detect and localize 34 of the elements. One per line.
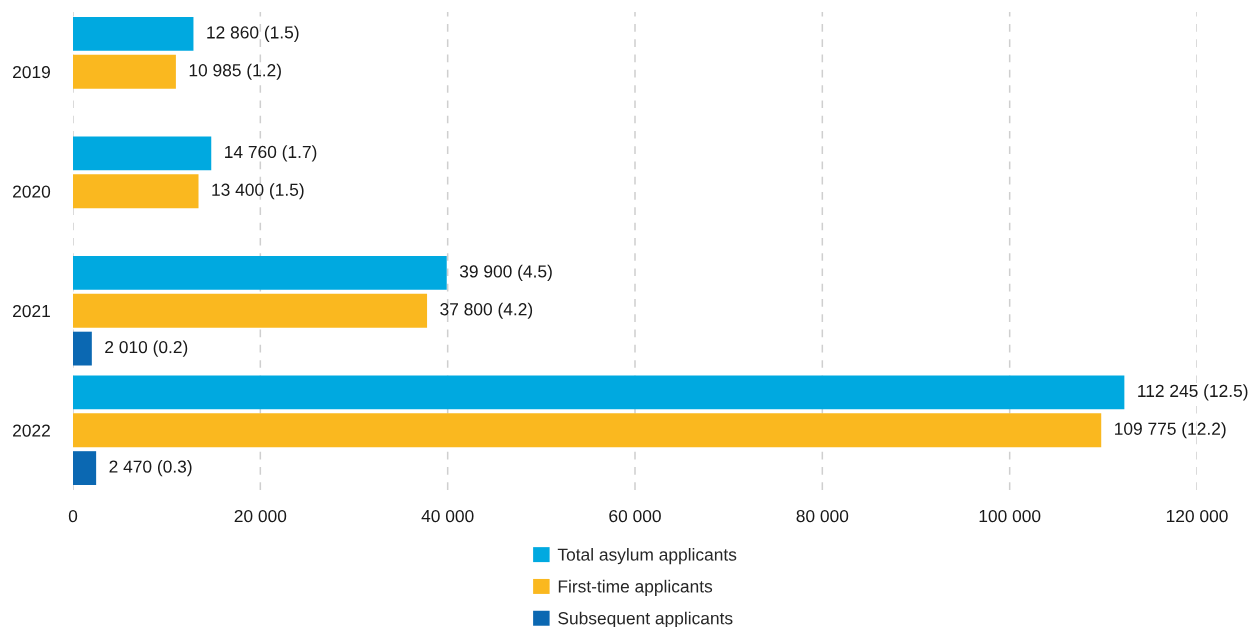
data-label: 14 760 (1.7) xyxy=(225,145,317,162)
x-tick-label: 100 000 xyxy=(979,509,1041,523)
x-tick-label: 120 000 xyxy=(1166,509,1228,523)
bar xyxy=(73,256,447,290)
data-label: 39 900 (4.5) xyxy=(459,264,552,281)
data-label: 10 985 (1.2) xyxy=(189,63,281,80)
x-tick-label: 0 xyxy=(68,509,78,523)
data-label: 2 470 (0.3) xyxy=(109,460,192,477)
x-tick-label: 80 000 xyxy=(796,509,849,523)
data-label: 12 860 (1.5) xyxy=(207,25,299,42)
data-label: 37 800 (4.2) xyxy=(440,302,533,319)
x-tick-label: 40 000 xyxy=(421,509,474,523)
data-label: 109 775 (12.2) xyxy=(1115,422,1226,439)
bar xyxy=(73,136,212,171)
bar xyxy=(73,17,194,51)
y-tick-label: 2020 xyxy=(13,185,51,198)
bar xyxy=(73,331,92,366)
data-label: 2 010 (0.2) xyxy=(105,340,188,357)
x-tick-label: 60 000 xyxy=(609,509,661,523)
data-label: 112 245 (12.5) xyxy=(1138,384,1248,401)
bar xyxy=(73,451,97,485)
bar xyxy=(73,174,199,209)
x-tick-label: 20 000 xyxy=(234,509,287,523)
data-label: 13 400 (1.5) xyxy=(212,183,304,200)
y-tick-label: 2019 xyxy=(13,65,50,79)
y-tick-label: 2022 xyxy=(13,424,50,437)
legend-label: Subsequent applicants xyxy=(558,611,733,627)
y-tick-label: 2021 xyxy=(13,304,50,318)
bar xyxy=(73,293,428,328)
legend-label: First-time applicants xyxy=(558,579,713,597)
bar xyxy=(73,413,1102,448)
legend-label: Total asylum applicants xyxy=(557,548,737,565)
bar xyxy=(73,54,176,89)
bar xyxy=(73,375,1125,410)
